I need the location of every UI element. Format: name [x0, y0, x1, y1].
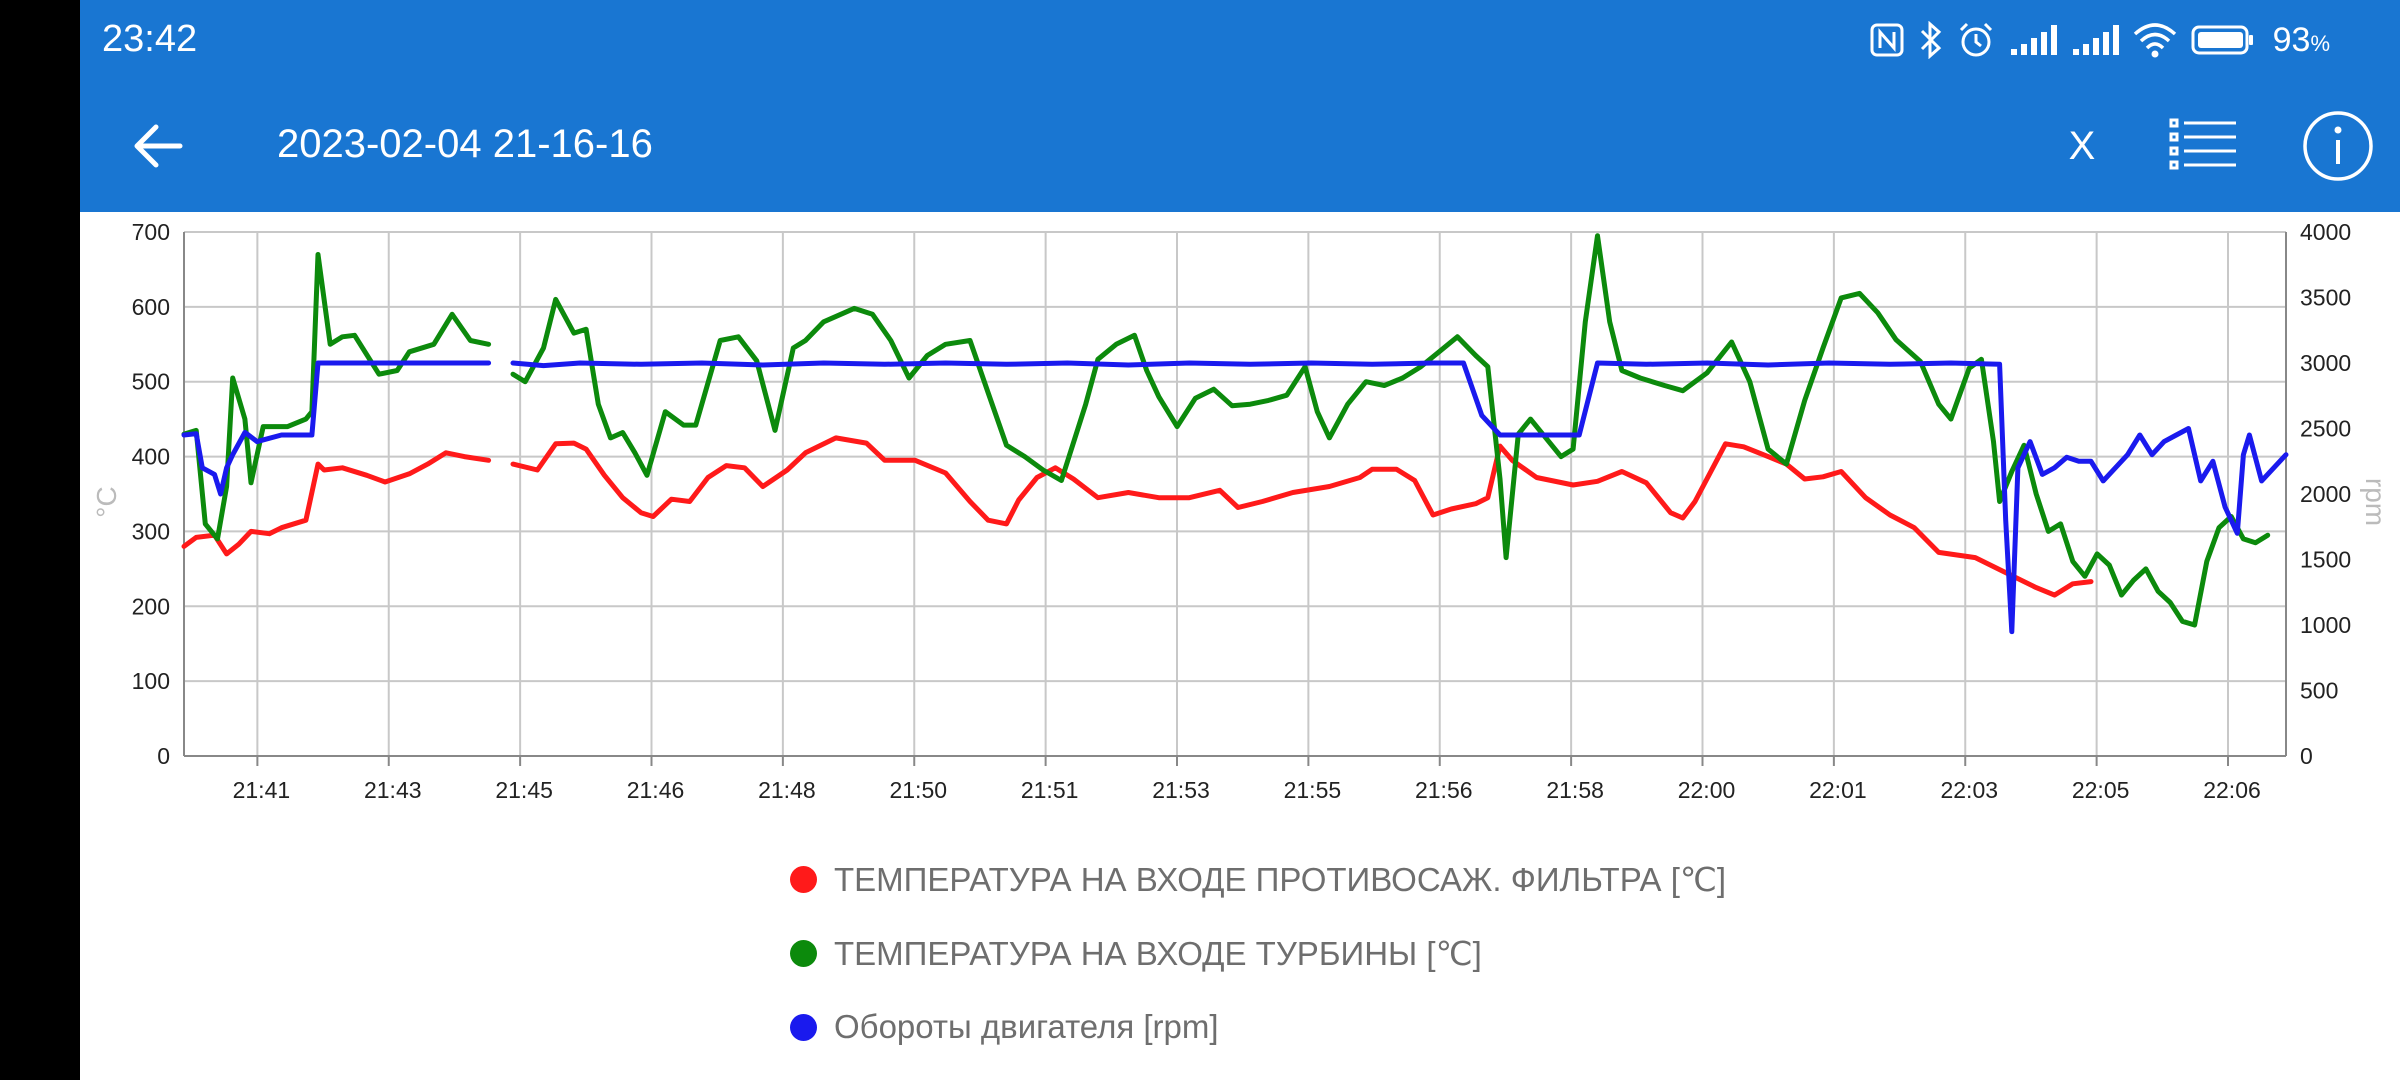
info-button[interactable] [2300, 108, 2376, 184]
legend-item[interactable]: ТЕМПЕРАТУРА НА ВХОДЕ ПРОТИВОСАЖ. ФИЛЬТРА… [790, 842, 1726, 916]
page-title: 2023-02-04 21-16-16 [277, 122, 653, 166]
y-right-tick-label: 3500 [2300, 285, 2351, 311]
chart-legend: ТЕМПЕРАТУРА НА ВХОДЕ ПРОТИВОСАЖ. ФИЛЬТРА… [790, 842, 1726, 1064]
y-right-tick-label: 1000 [2300, 612, 2351, 638]
y-tick-label: 100 [132, 668, 170, 694]
list-button[interactable] [2168, 112, 2258, 182]
y-tick-label: 700 [132, 219, 170, 245]
status-bar: 23:42 93% [80, 0, 2400, 80]
y-axis-right-title: rpm [2360, 478, 2391, 526]
x-tick-label: 21:43 [364, 777, 422, 803]
x-tick-label: 21:51 [1021, 777, 1079, 803]
x-tick-label: 21:45 [495, 777, 553, 803]
legend-label: ТЕМПЕРАТУРА НА ВХОДЕ ПРОТИВОСАЖ. ФИЛЬТРА… [834, 860, 1727, 898]
chart[interactable]: 0 100 200 300 400 500 600 700 0 500 1000 1500 2000 25… [80, 212, 2400, 842]
status-time: 23:42 [102, 18, 198, 60]
x-tick-label: 22:06 [2203, 777, 2261, 803]
series-line-3 [181, 360, 2289, 635]
legend-label: ТЕМПЕРАТУРА НА ВХОДЕ ТУРБИНЫ [℃] [834, 934, 1482, 972]
legend-marker-red [790, 865, 817, 893]
battery-percent-value: 93 [2272, 20, 2311, 59]
series-line-1 [181, 435, 2094, 598]
signal-icon [2071, 23, 2119, 57]
chart-labels: 0 100 200 300 400 500 600 700 0 500 1000 1500 2000 25… [91, 219, 2391, 803]
x-tick-label: 21:53 [1152, 777, 1210, 803]
y-right-tick-label: 2500 [2300, 416, 2351, 442]
nfc-icon [1869, 22, 1905, 58]
y-right-tick-label: 0 [2300, 743, 2313, 769]
legend-item[interactable]: Обороты двигателя [rpm] [790, 990, 1726, 1064]
screen: 23:42 93% [80, 0, 2400, 1080]
y-tick-label: 300 [132, 518, 170, 544]
alarm-icon [1957, 21, 1995, 59]
chart-series [181, 233, 2289, 635]
y-tick-label: 400 [132, 444, 170, 470]
back-button[interactable] [126, 114, 190, 178]
x-tick-label: 22:03 [1940, 777, 1998, 803]
app-bar: 2023-02-04 21-16-16 X [80, 80, 2400, 212]
chart-grid [184, 231, 2286, 757]
legend-item[interactable]: ТЕМПЕРАТУРА НА ВХОДЕ ТУРБИНЫ [℃] [790, 916, 1726, 990]
y-right-tick-label: 2000 [2300, 481, 2351, 507]
y-tick-label: 500 [132, 369, 170, 395]
battery-percent-unit: % [2310, 30, 2330, 56]
y-tick-label: 600 [132, 294, 170, 320]
x-tick-label: 21:58 [1546, 777, 1604, 803]
x-tick-label: 21:46 [627, 777, 685, 803]
x-tick-label: 21:48 [758, 777, 816, 803]
bluetooth-icon [1919, 21, 1943, 59]
close-button[interactable]: X [2068, 123, 2096, 168]
x-tick-label: 21:50 [889, 777, 947, 803]
x-tick-label: 22:05 [2072, 777, 2130, 803]
signal-icon [2009, 23, 2057, 57]
info-icon [2303, 111, 2373, 181]
legend-marker-green [790, 939, 817, 967]
arrow-left-icon [134, 124, 183, 168]
battery-percent: 93% [2273, 21, 2330, 60]
y-right-tick-label: 3000 [2300, 350, 2351, 376]
legend-label: Обороты двигателя [rpm] [834, 1008, 1219, 1045]
y-right-tick-label: 4000 [2300, 219, 2351, 245]
status-icons: 93% [1869, 16, 2330, 64]
wifi-icon [2133, 22, 2177, 58]
y-right-tick-label: 500 [2300, 678, 2338, 704]
battery-icon [2191, 23, 2255, 57]
x-tick-label: 22:00 [1678, 777, 1736, 803]
y-tick-label: 0 [157, 743, 170, 769]
series-line-2 [181, 233, 2271, 628]
chart-area[interactable]: 0 100 200 300 400 500 600 700 0 500 1000 1500 2000 25… [80, 212, 2400, 1080]
list-icon [2169, 118, 2236, 170]
x-tick-label: 21:55 [1284, 777, 1342, 803]
x-tick-label: 21:56 [1415, 777, 1473, 803]
legend-marker-blue [790, 1013, 817, 1041]
chart-axes [183, 232, 2287, 766]
y-tick-label: 200 [132, 593, 170, 619]
y-right-tick-label: 1500 [2300, 547, 2351, 573]
x-tick-label: 21:41 [233, 777, 291, 803]
x-tick-label: 22:01 [1809, 777, 1867, 803]
y-axis-title: °C [91, 486, 122, 517]
